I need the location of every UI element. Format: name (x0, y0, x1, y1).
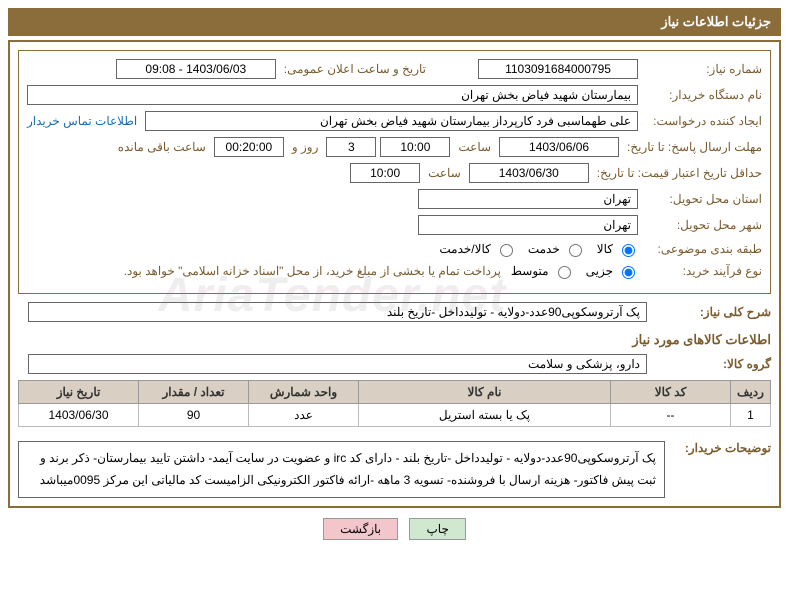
validity-label: حداقل تاریخ اعتبار قیمت: تا تاریخ: (593, 166, 762, 180)
buyer-notes-label: توضیحات خریدار: (671, 435, 771, 455)
deadline-label: مهلت ارسال پاسخ: تا تاریخ: (623, 140, 762, 154)
proc-medium-option[interactable]: متوسط (511, 263, 574, 279)
province-label: استان محل تحویل: (642, 192, 762, 206)
table-row: 1 -- پک یا بسته استریل عدد 90 1403/06/30 (19, 404, 771, 427)
details-fieldset: شماره نیاز: 1103091684000795 تاریخ و ساع… (18, 50, 771, 294)
td-name: پک یا بسته استریل (359, 404, 611, 427)
proc-small-radio[interactable] (622, 266, 635, 279)
cat-service-label: خدمت (528, 242, 560, 256)
th-idx: ردیف (731, 381, 771, 404)
cat-goods-radio[interactable] (622, 244, 635, 257)
td-code: -- (611, 404, 731, 427)
summary-value: پک آرتروسکوپی90عدد-دولایه - تولیدداخل -ت… (28, 302, 647, 322)
group-value: دارو، پزشکی و سلامت (28, 354, 647, 374)
announce-value: 1403/06/03 - 09:08 (116, 59, 276, 79)
requester-value: علی طهماسبی فرد کارپرداز بیمارستان شهید … (145, 111, 638, 131)
days-count: 3 (326, 137, 376, 157)
deadline-time: 10:00 (380, 137, 450, 157)
buyer-contact-link[interactable]: اطلاعات تماس خریدار (27, 114, 141, 128)
page-title: جزئیات اطلاعات نیاز (8, 8, 781, 36)
validity-time: 10:00 (350, 163, 420, 183)
days-and-label: روز و (288, 140, 323, 154)
td-date: 1403/06/30 (19, 404, 139, 427)
process-label: نوع فرآیند خرید: (642, 264, 762, 278)
proc-medium-label: متوسط (511, 264, 549, 278)
group-label: گروه کالا: (651, 357, 771, 371)
buyer-org-value: بیمارستان شهید فیاض بخش تهران (27, 85, 638, 105)
announce-label: تاریخ و ساعت اعلان عمومی: (280, 62, 430, 76)
main-frame: شماره نیاز: 1103091684000795 تاریخ و ساع… (8, 40, 781, 508)
need-no-label: شماره نیاز: (642, 62, 762, 76)
category-radio-group: کالا خدمت کالا/خدمت (439, 241, 638, 257)
validity-date: 1403/06/30 (469, 163, 589, 183)
table-header-row: ردیف کد کالا نام کالا واحد شمارش تعداد /… (19, 381, 771, 404)
cat-goods-option[interactable]: کالا (597, 241, 638, 257)
buyer-org-label: نام دستگاه خریدار: (642, 88, 762, 102)
need-no-value: 1103091684000795 (478, 59, 638, 79)
proc-small-label: جزیی (586, 264, 613, 278)
city-value: تهران (418, 215, 638, 235)
buyer-notes-value: پک آرتروسکوپی90عدد-دولایه - تولیدداخل -ت… (18, 441, 665, 498)
cat-service-option[interactable]: خدمت (528, 241, 585, 257)
cat-both-radio[interactable] (500, 244, 513, 257)
goods-section-title: اطلاعات کالاهای مورد نیاز (18, 332, 771, 348)
deadline-date: 1403/06/06 (499, 137, 619, 157)
th-name: نام کالا (359, 381, 611, 404)
cat-goods-label: کالا (597, 242, 613, 256)
city-label: شهر محل تحویل: (642, 218, 762, 232)
goods-table: ردیف کد کالا نام کالا واحد شمارش تعداد /… (18, 380, 771, 427)
process-radio-group: جزیی متوسط (511, 263, 638, 279)
print-button[interactable]: چاپ (409, 518, 465, 540)
td-idx: 1 (731, 404, 771, 427)
back-button[interactable]: بازگشت (323, 518, 398, 540)
proc-medium-radio[interactable] (558, 266, 571, 279)
th-date: تاریخ نیاز (19, 381, 139, 404)
time-label-1: ساعت (454, 140, 495, 154)
remaining-label: ساعت باقی مانده (114, 140, 210, 154)
cat-both-option[interactable]: کالا/خدمت (439, 241, 515, 257)
requester-label: ایجاد کننده درخواست: (642, 114, 762, 128)
th-code: کد کالا (611, 381, 731, 404)
province-value: تهران (418, 189, 638, 209)
th-unit: واحد شمارش (249, 381, 359, 404)
td-qty: 90 (139, 404, 249, 427)
time-label-2: ساعت (424, 166, 465, 180)
td-unit: عدد (249, 404, 359, 427)
button-bar: چاپ بازگشت (8, 518, 781, 540)
th-qty: تعداد / مقدار (139, 381, 249, 404)
cat-both-label: کالا/خدمت (439, 242, 490, 256)
category-label: طبقه بندی موضوعی: (642, 242, 762, 256)
countdown: 00:20:00 (214, 137, 284, 157)
cat-service-radio[interactable] (569, 244, 582, 257)
proc-small-option[interactable]: جزیی (586, 263, 638, 279)
summary-label: شرح کلی نیاز: (651, 305, 771, 319)
process-note: پرداخت تمام یا بخشی از مبلغ خرید، از محل… (124, 264, 507, 278)
